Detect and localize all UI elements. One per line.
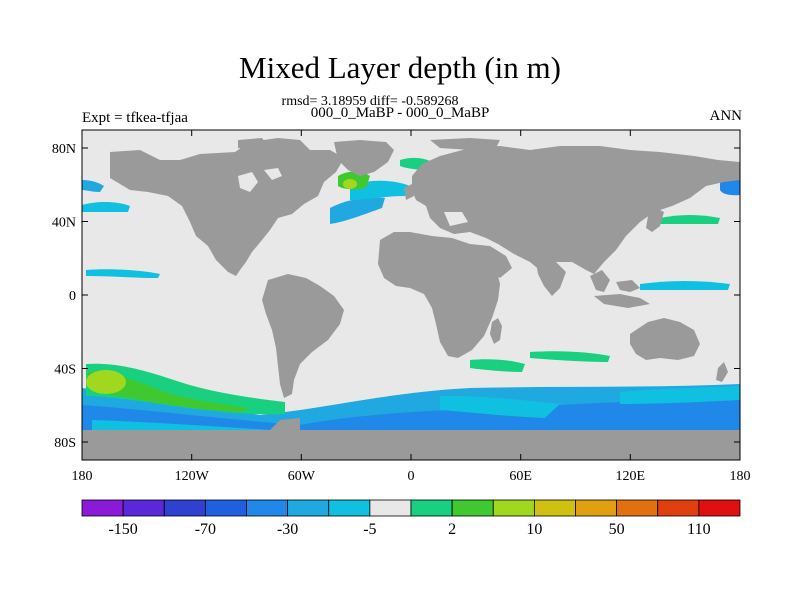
season-label: ANN xyxy=(709,108,743,124)
colorbar-swatch xyxy=(246,499,289,517)
x-tick-label: 60W xyxy=(288,469,316,484)
x-tick-label: 180 xyxy=(730,469,751,484)
colorbar-swatch xyxy=(328,499,371,517)
colorbar-swatch xyxy=(81,499,124,517)
experiment-label: Expt = tfkea-tfjaa xyxy=(82,110,188,126)
colorbar-swatch xyxy=(698,499,741,517)
y-tick-label: 80N xyxy=(52,142,76,157)
axis-ticks xyxy=(81,130,741,460)
map-plot-area xyxy=(82,130,740,460)
x-tick-label: 60E xyxy=(509,469,532,484)
colorbar-label: -30 xyxy=(277,521,298,538)
colorbar-swatch xyxy=(533,499,576,517)
x-tick-labels: 180 120W 60W 0 60E 120E 180 xyxy=(72,469,751,484)
colorbar-label: 10 xyxy=(526,521,542,538)
y-tick-label: 40S xyxy=(54,363,76,378)
colorbar-label: -150 xyxy=(108,521,137,538)
y-tick-label: 0 xyxy=(69,289,76,304)
inland-water xyxy=(238,168,468,226)
map-title: Mixed Layer depth (in m) xyxy=(239,50,561,85)
stats-line: rmsd= 3.18959 diff= -0.589268 xyxy=(281,94,459,109)
colorbar-swatch xyxy=(287,499,330,517)
x-tick-label: 0 xyxy=(408,469,415,484)
colorbar-label: 110 xyxy=(687,521,710,538)
colorbar-swatch xyxy=(369,499,412,517)
colorbar-swatch xyxy=(451,499,494,517)
colorbar xyxy=(81,499,741,517)
colorbar-swatch xyxy=(575,499,618,517)
colorbar-label: -5 xyxy=(363,521,376,538)
colorbar-labels: -150 -70 -30 -5 2 10 50 110 xyxy=(108,521,710,538)
colorbar-swatch xyxy=(492,499,535,517)
colorbar-swatch xyxy=(122,499,165,517)
colorbar-label: 50 xyxy=(609,521,625,538)
x-tick-label: 120E xyxy=(616,469,646,484)
colorbar-swatch xyxy=(204,499,247,517)
x-tick-label: 120W xyxy=(175,469,210,484)
y-tick-label: 40N xyxy=(52,216,76,231)
colorbar-swatch xyxy=(616,499,659,517)
colorbar-swatch xyxy=(657,499,700,517)
map-subtitle: 000_0_MaBP - 000_0_MaBP xyxy=(310,105,490,121)
y-tick-label: 80S xyxy=(54,436,76,451)
colorbar-label: -70 xyxy=(195,521,216,538)
colorbar-label: 2 xyxy=(448,521,456,538)
x-tick-label: 180 xyxy=(72,469,93,484)
land-masses xyxy=(82,138,740,460)
colorbar-swatch xyxy=(163,499,206,517)
y-tick-labels: 80N 40N 0 40S 80S xyxy=(52,142,76,451)
anomaly-fields xyxy=(82,157,740,436)
colorbar-swatch xyxy=(410,499,453,517)
